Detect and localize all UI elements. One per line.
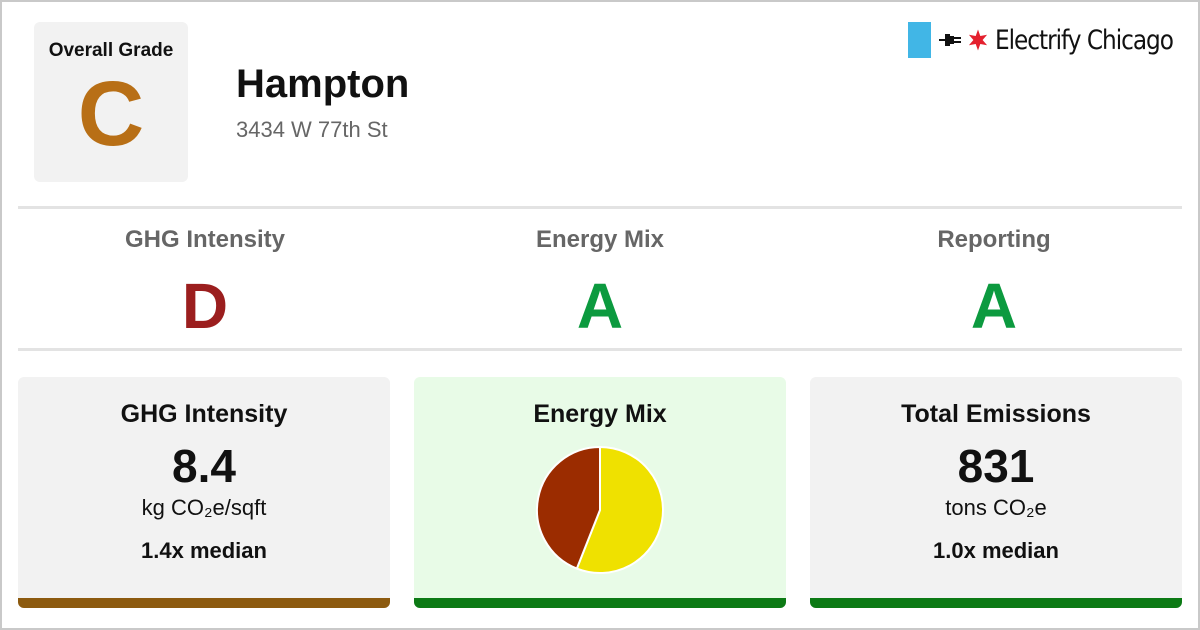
overall-grade-box: Overall Grade C bbox=[34, 22, 188, 182]
ghg-intensity-value: 8.4 bbox=[172, 440, 236, 492]
status-bar bbox=[810, 598, 1182, 608]
card-title: Total Emissions bbox=[901, 400, 1091, 428]
card-title: GHG Intensity bbox=[120, 400, 288, 428]
brand-logo[interactable]: Electrify Chicago bbox=[908, 22, 1176, 58]
energy-mix-pie-chart bbox=[536, 445, 664, 574]
grade-label: Reporting bbox=[937, 226, 1051, 253]
brand-name: Electrify Chicago bbox=[995, 24, 1174, 56]
chicago-star-icon bbox=[968, 29, 988, 51]
plug-icon bbox=[939, 34, 962, 46]
total-emissions-card: Total Emissions 831 tons CO₂e 1.0x media… bbox=[810, 377, 1182, 608]
grade-letter: A bbox=[576, 270, 624, 342]
divider bbox=[18, 348, 1182, 351]
grade-label: Energy Mix bbox=[535, 226, 665, 253]
card-title: Energy Mix bbox=[533, 400, 667, 428]
ghg-intensity-card: GHG Intensity 8.4 kg CO₂e/sqft 1.4x medi… bbox=[18, 377, 390, 608]
overall-grade-letter: C bbox=[77, 63, 145, 165]
grade-reporting: Reporting A bbox=[797, 226, 1191, 338]
total-emissions-median: 1.0x median bbox=[933, 538, 1059, 563]
building-name: Hampton bbox=[236, 62, 410, 106]
status-bar bbox=[414, 598, 786, 608]
total-emissions-value: 831 bbox=[957, 440, 1035, 492]
ghg-intensity-unit: kg CO₂e/sqft bbox=[141, 495, 267, 520]
building-address: 3434 W 77th St bbox=[236, 117, 388, 142]
grade-letter: A bbox=[970, 270, 1018, 342]
flag-stripe-icon bbox=[908, 22, 932, 58]
grade-ghg-intensity: GHG Intensity D bbox=[8, 226, 402, 338]
total-emissions-unit: tons CO₂e bbox=[945, 495, 1047, 520]
pie-slice-0 bbox=[575, 445, 664, 574]
pie-slice-1 bbox=[536, 445, 601, 570]
grade-letter: D bbox=[181, 270, 229, 342]
grade-energy-mix: Energy Mix A bbox=[403, 226, 797, 338]
energy-mix-card: Energy Mix bbox=[414, 377, 786, 608]
overall-grade-label: Overall Grade bbox=[48, 40, 174, 61]
grade-label: GHG Intensity bbox=[124, 226, 286, 253]
ghg-intensity-median: 1.4x median bbox=[141, 538, 267, 563]
status-bar bbox=[18, 598, 390, 608]
divider bbox=[18, 206, 1182, 209]
